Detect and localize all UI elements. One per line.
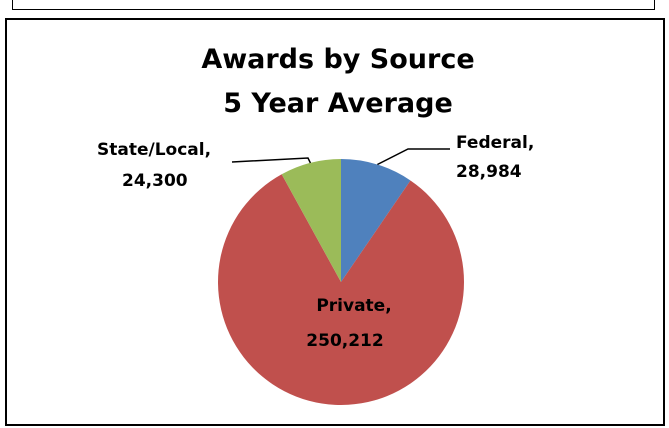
slice-label-state-local-value: 24,300 (122, 171, 188, 191)
slice-label-private-value: 250,212 (306, 331, 383, 351)
leader-line-state-local (231, 157, 312, 164)
slice-label-federal-name: Federal, (456, 133, 534, 153)
top-panel (12, 0, 655, 10)
pie-slice-federal (341, 159, 411, 282)
slice-label-private-name: Private, (316, 296, 391, 316)
chart-title-line-1: Awards by Source (201, 44, 474, 75)
pie-slice-private (218, 174, 465, 406)
leader-line-federal (377, 148, 450, 166)
pie-slice-state-local (281, 159, 341, 282)
chart-title-line-2: 5 Year Average (223, 88, 453, 119)
slice-label-federal-value: 28,984 (456, 162, 522, 182)
slice-label-state-local-name: State/Local, (97, 140, 211, 160)
